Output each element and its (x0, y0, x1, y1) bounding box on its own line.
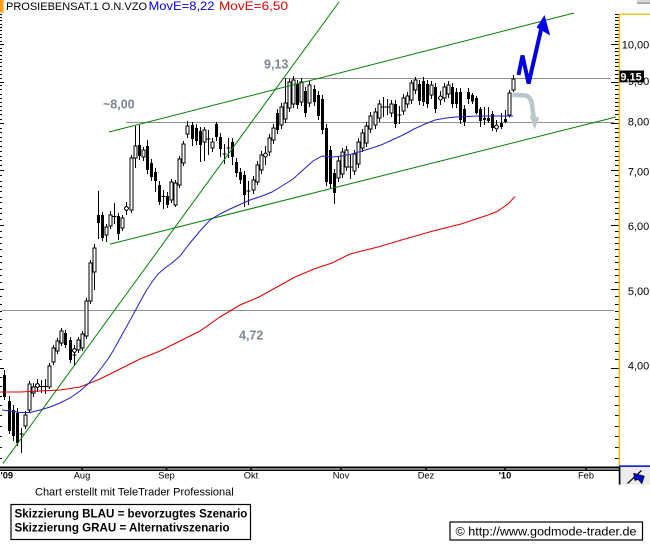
svg-text:8,00: 8,00 (628, 117, 649, 129)
svg-text:Feb: Feb (578, 470, 594, 480)
svg-text:© http://www.godmode-trader.de: © http://www.godmode-trader.de (456, 525, 637, 539)
svg-text:Chart erstellt mit TeleTrader: Chart erstellt mit TeleTrader Profession… (35, 487, 234, 499)
svg-text:Skizzierung GRAU = Alternativs: Skizzierung GRAU = Alternativszenario (15, 522, 230, 535)
svg-text:Nov: Nov (333, 470, 350, 480)
svg-text:Skizzierung BLAU = bevorzugtes: Skizzierung BLAU = bevorzugtes Szenario (15, 508, 248, 521)
svg-text:5,00: 5,00 (628, 286, 649, 298)
svg-text:Okt: Okt (244, 470, 259, 480)
svg-text:Dez: Dez (418, 470, 435, 480)
svg-text:MovE=8,22: MovE=8,22 (149, 0, 215, 13)
svg-text:PROSIEBENSAT.1 O.N.VZO: PROSIEBENSAT.1 O.N.VZO (6, 1, 147, 13)
svg-text:4,72: 4,72 (239, 329, 263, 343)
svg-text:Aug: Aug (74, 470, 91, 480)
svg-text:MovE=6,50: MovE=6,50 (219, 0, 288, 13)
svg-text:6,00: 6,00 (628, 221, 649, 233)
svg-text:'10: '10 (499, 470, 512, 480)
svg-text:9,15: 9,15 (620, 71, 641, 83)
svg-text:~8,00: ~8,00 (103, 98, 135, 112)
svg-text:10,00: 10,00 (622, 39, 650, 51)
svg-text:4,00: 4,00 (628, 361, 649, 373)
svg-text:'09: '09 (1, 470, 14, 480)
svg-text:Sep: Sep (158, 470, 175, 480)
svg-text:9,13: 9,13 (264, 58, 288, 72)
svg-text:7,00: 7,00 (628, 167, 649, 179)
